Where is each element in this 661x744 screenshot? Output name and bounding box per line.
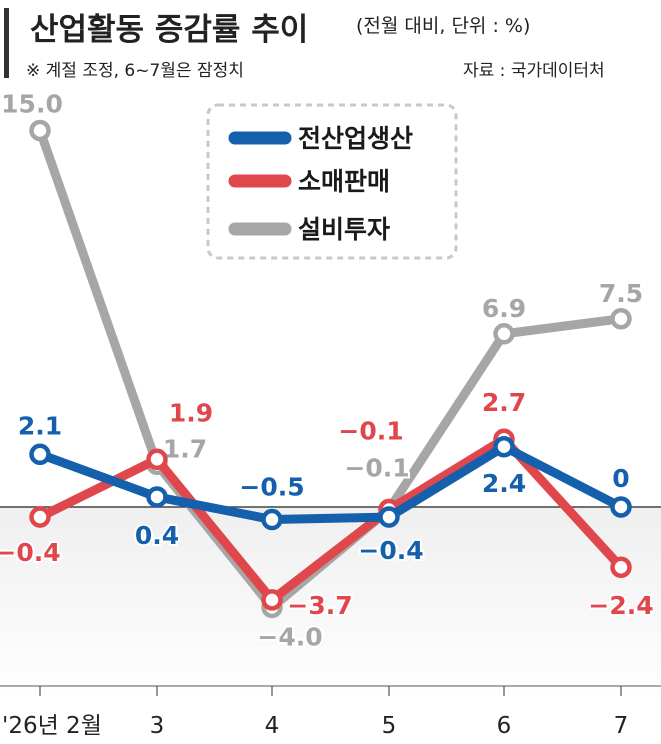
data-point-production [610, 496, 632, 518]
data-point-retail [29, 506, 51, 528]
legend-label-retail: 소매판매 [298, 167, 390, 196]
data-label-investment: 15.0 [1, 90, 63, 119]
data-label-retail: −0.4 [0, 538, 61, 567]
data-point-investment [493, 323, 515, 345]
data-label-production: 0 [612, 464, 629, 493]
data-label-investment: 6.9 [482, 294, 526, 323]
x-tick-label: 3 [150, 713, 165, 739]
data-label-retail: 1.9 [169, 398, 213, 427]
data-label-investment: −4.0 [257, 622, 322, 651]
data-point-production [261, 508, 283, 531]
data-label-production: −0.5 [239, 473, 304, 502]
data-point-retail [146, 448, 168, 471]
data-point-investment [29, 119, 51, 142]
data-label-retail: −0.1 [338, 417, 403, 446]
data-point-retail [261, 589, 283, 611]
footnote: ※ 계절 조정, 6~7월은 잠정치 [26, 61, 244, 81]
legend-label-production: 전산업생산 [298, 124, 413, 153]
data-label-production: 2.4 [482, 469, 526, 498]
unit-note: (전월 대비, 단위 : %) [356, 15, 531, 37]
data-label-production: 0.4 [135, 521, 179, 550]
series-line-production [35, 442, 626, 525]
data-point-production [29, 443, 51, 466]
legend-label-investment: 설비투자 [298, 215, 390, 244]
x-tick-label: 7 [614, 713, 629, 739]
x-tick-label: 5 [382, 713, 397, 739]
data-label-investment: 7.5 [599, 279, 643, 308]
negative-zone [0, 507, 661, 697]
x-tick-label: 4 [265, 713, 280, 739]
data-point-production [146, 486, 168, 508]
data-point-production [493, 436, 515, 458]
source-note: 자료 : 국가데이터처 [463, 61, 605, 81]
data-label-production: −0.4 [358, 536, 423, 565]
header-accent-bar [4, 8, 9, 78]
chart-title: 산업활동 증감률 추이 [30, 12, 309, 48]
x-tick-label: '26년 2월 [2, 713, 102, 739]
data-point-investment [610, 308, 632, 330]
x-tick-label: 6 [497, 713, 512, 739]
data-label-production: 2.1 [18, 411, 62, 440]
data-label-retail: 2.7 [482, 388, 526, 417]
data-label-retail: −2.4 [588, 591, 653, 620]
data-point-retail [610, 556, 632, 578]
data-label-investment: 1.7 [163, 434, 207, 463]
data-label-investment: −0.1 [344, 454, 409, 483]
data-point-production [378, 506, 400, 528]
data-label-retail: −3.7 [287, 591, 352, 620]
